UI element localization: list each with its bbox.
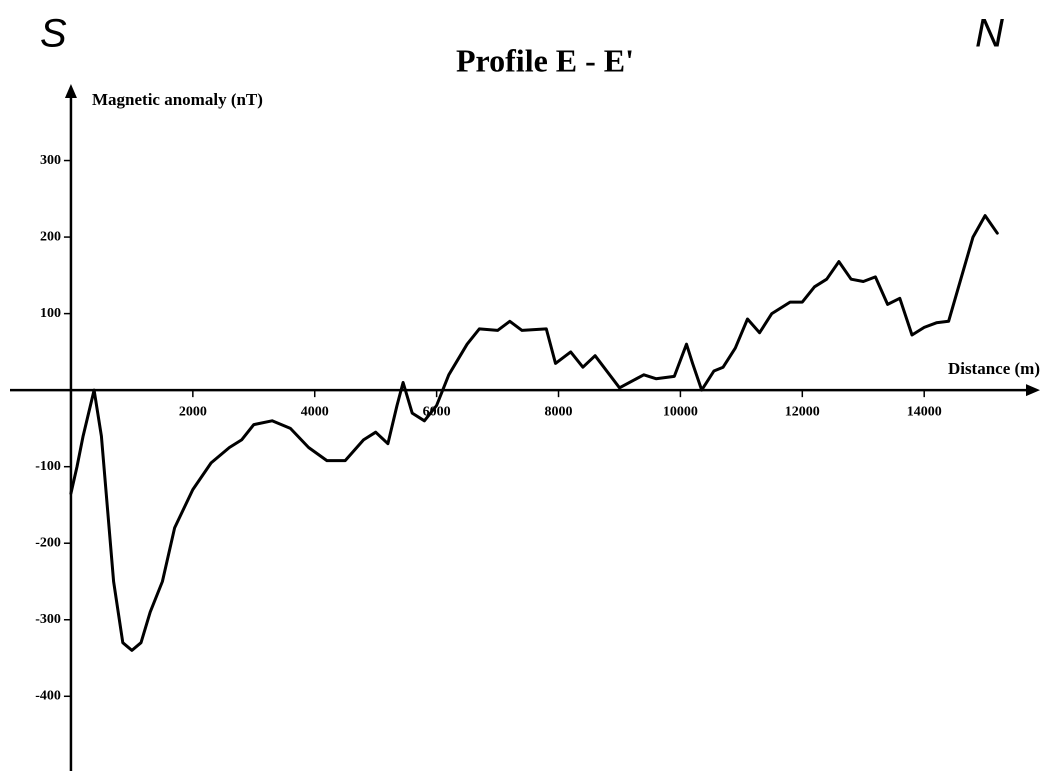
x-tick-label: 14000 [907, 404, 942, 419]
x-tick-label: 4000 [301, 404, 329, 419]
x-tick-label: 10000 [663, 404, 698, 419]
data-line [69, 214, 999, 652]
x-axis-label: Distance (m) [948, 359, 1040, 378]
y-tick-label: -200 [35, 535, 61, 550]
y-tick-label: 300 [40, 153, 61, 168]
y-axis-label: Magnetic anomaly (nT) [92, 90, 263, 109]
y-axis-arrow [64, 84, 77, 98]
x-axis-arrow [1026, 384, 1040, 397]
y-tick-label: -400 [35, 689, 61, 704]
x-tick-label: 2000 [179, 404, 207, 419]
north-label: N [975, 12, 1004, 56]
south-label: S [40, 12, 67, 56]
y-tick-label: 100 [40, 306, 61, 321]
x-tick-label: 8000 [545, 404, 573, 419]
chart-title: Profile E - E' [456, 42, 634, 78]
y-tick-label: -100 [35, 459, 61, 474]
y-tick-label: 200 [40, 229, 61, 244]
x-tick-label: 12000 [785, 404, 820, 419]
y-tick-label: -300 [35, 612, 61, 627]
